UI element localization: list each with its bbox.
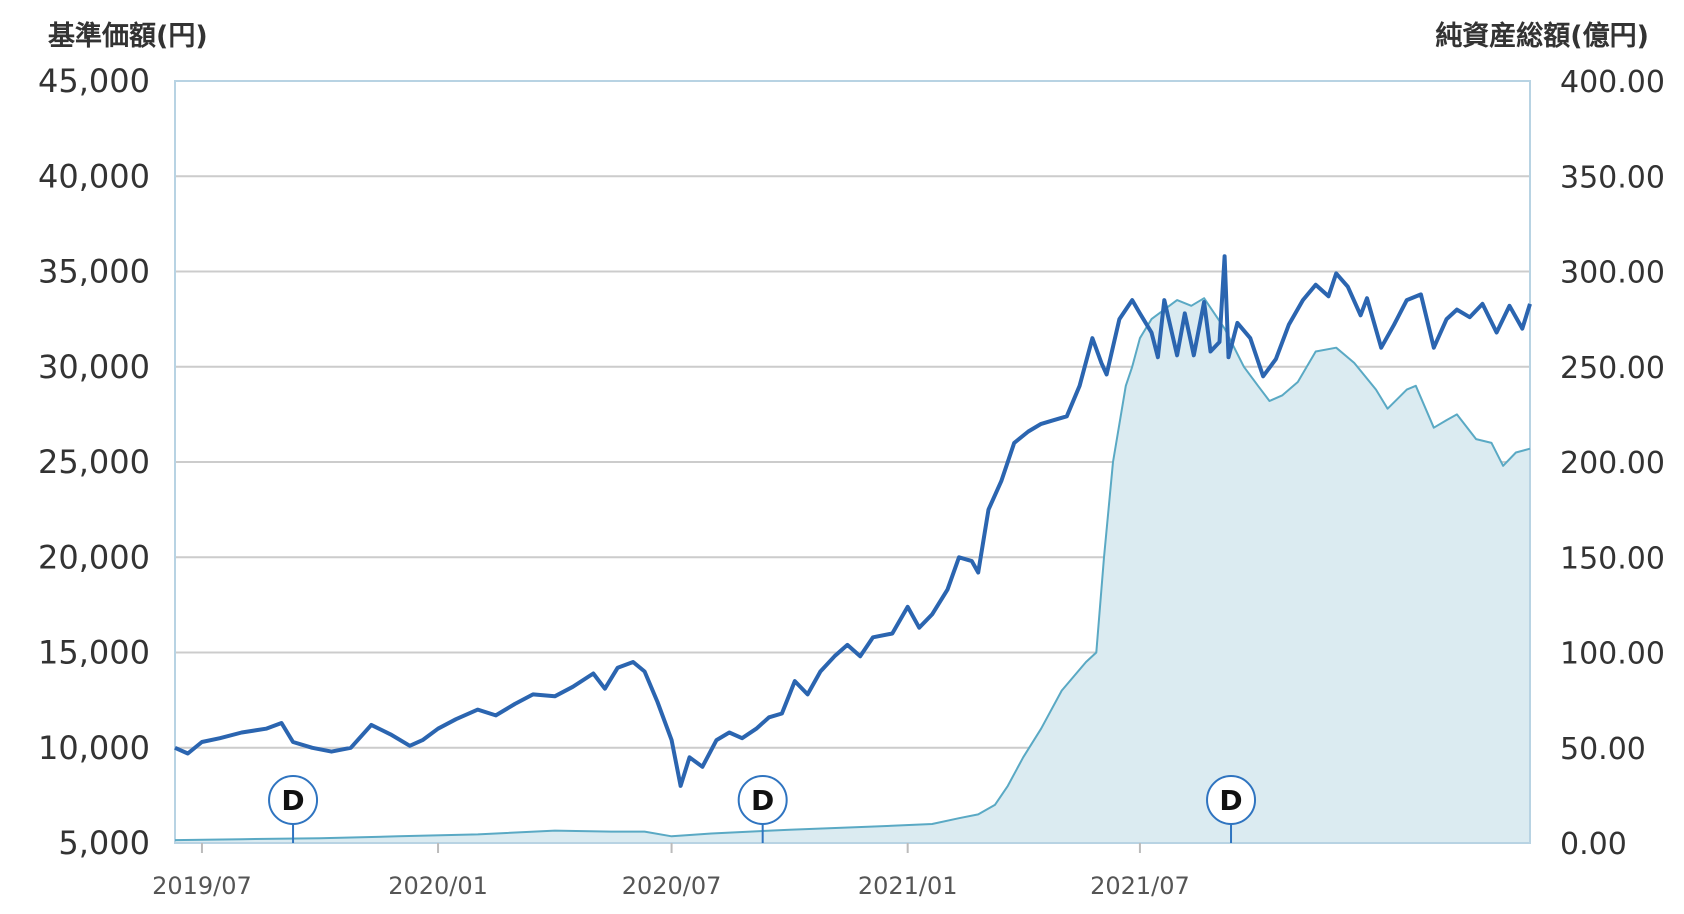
x-tick-label: 2021/01	[858, 872, 958, 900]
right-tick-label: 150.00	[1560, 541, 1665, 576]
right-tick-label: 50.00	[1560, 732, 1646, 767]
dividend-marker[interactable]: D	[737, 775, 788, 843]
dividend-marker-label: D	[281, 784, 304, 817]
left-tick-label: 45,000	[38, 62, 150, 100]
left-tick-label: 15,000	[38, 634, 150, 672]
dividend-marker-circle	[268, 775, 319, 825]
right-tick-label: 350.00	[1560, 160, 1665, 195]
left-tick-label: 10,000	[38, 729, 150, 767]
right-axis-ticks: 400.00 350.00 300.00 250.00 200.00 150.00 100.…	[1560, 65, 1665, 862]
right-tick-label: 0.00	[1560, 827, 1627, 862]
right-tick-label: 250.00	[1560, 351, 1665, 386]
left-tick-label: 20,000	[38, 538, 150, 576]
dividend-marker-circle	[1206, 775, 1257, 825]
left-axis-ticks: 45,000 40,000 35,000 30,000 25,000 20,000 15,0…	[38, 62, 150, 862]
right-tick-label: 100.00	[1560, 637, 1665, 672]
dividend-marker[interactable]: D	[268, 775, 319, 843]
left-tick-label: 30,000	[38, 348, 150, 386]
dividend-marker-circle	[737, 775, 788, 825]
series-line-layer	[174, 254, 1532, 842]
x-tick-label: 2020/07	[622, 872, 722, 900]
plot-frame-layer	[174, 80, 1531, 844]
x-axis-ticks: 2019/07 2020/01 2020/07 2021/01 2021/07	[152, 843, 1190, 900]
left-tick-label: 35,000	[38, 253, 150, 291]
x-tick-label: 2019/07	[152, 872, 252, 900]
assets-area	[175, 298, 1530, 843]
assets-area-layer	[175, 298, 1530, 843]
left-tick-label: 25,000	[38, 443, 150, 481]
assets-line	[174, 297, 1531, 842]
left-axis-title: 基準価額(円)	[48, 21, 208, 52]
left-tick-label: 5,000	[58, 824, 150, 862]
right-tick-label: 400.00	[1560, 65, 1665, 100]
dividend-marker[interactable]: D	[1206, 775, 1257, 843]
left-tick-label: 40,000	[38, 157, 150, 195]
dividend-marker-label: D	[1219, 784, 1242, 817]
nav-line	[174, 254, 1532, 788]
right-axis-title: 純資産総額(億円)	[1435, 21, 1649, 52]
plot-frame	[174, 80, 1531, 844]
x-tick-label: 2020/01	[388, 872, 488, 900]
dividend-marker-label: D	[751, 784, 774, 817]
x-tick-label: 2021/07	[1090, 872, 1190, 900]
right-tick-label: 200.00	[1560, 446, 1665, 481]
right-tick-label: 300.00	[1560, 256, 1665, 291]
